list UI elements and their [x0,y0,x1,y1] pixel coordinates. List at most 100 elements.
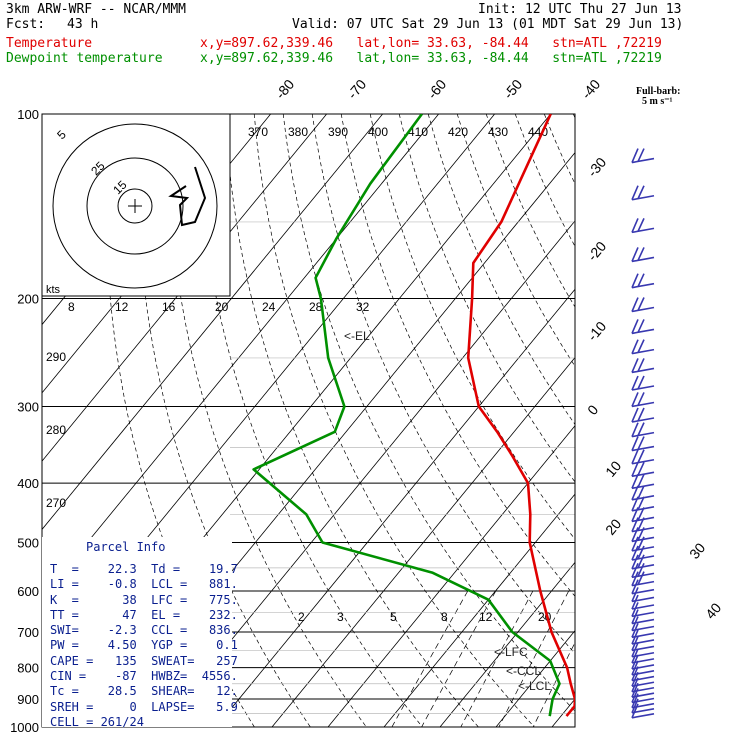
isotherm-label: -30 [584,154,609,180]
wind-barb [631,431,655,438]
location-temperature: x,y=897.62,339.46 lat,lon= 33.63, -84.44… [200,36,662,51]
wind-barb-flag [631,536,639,552]
mixing-ratio-label-top: 28 [309,300,323,314]
wind-barb-flag [637,485,645,500]
wind-barb-flag [631,629,639,645]
wind-barb [631,675,655,682]
hodograph-ring-outer [52,123,218,289]
isotherm-line [720,114,740,727]
wind-barb-flag [631,422,639,437]
wind-barb-flag [637,461,645,476]
isotherm-label: 10 [602,458,624,480]
wind-barb-flag [637,422,645,436]
wind-barb [631,445,655,452]
valid-time: Valid: 07 UTC Sat 29 Jun 13 (01 MDT Sat … [292,17,684,32]
isotherm-label: 30 [686,540,708,562]
isotherm-label: 40 [702,600,724,622]
dry-adiabat [572,114,575,119]
parcel-info-row: CIN = -87 HWBZ= 4556. [50,669,238,684]
dry-adiabat [718,114,740,727]
parcel-info-row: K = 38 LFC = 775. [50,592,238,607]
wind-barb-flag [631,677,639,693]
wind-barb-flag [637,407,645,422]
dewpoint-profile [252,114,561,717]
wind-barb-flag [631,449,639,465]
wind-barb [631,417,655,423]
wind-barb-flag [637,297,645,311]
mixing-ratio-line [460,590,534,727]
annotation-lcl: <-LCL [518,679,551,693]
parcel-info-rows: T = 22.3 Td = 19.7 LI = -0.8 LCL = 881. K … [50,562,238,730]
wind-barb-flag [631,594,639,610]
wind-barb-flag [637,392,645,406]
isotherm-line [215,288,575,727]
parcel-info-title: Parcel Info [86,540,166,554]
wind-barb-flag [631,436,639,451]
mixing-ratio-label-bottom: 5 [390,610,397,624]
model-title: 3km ARW-WRF -- NCAR/MMM [6,2,187,17]
wind-barb-flag [637,185,645,200]
wind-barb-flag [631,297,639,312]
parcel-info-row: PW = 4.50 YGP = 0.1 [50,638,238,653]
mixing-ratio-label-top: 16 [162,300,176,314]
mixing-ratio-label-bottom: 12 [479,610,493,624]
pressure-label: 200 [17,292,39,307]
wind-barb-flag [631,462,639,477]
temperature-profile [466,114,575,717]
wind-barb-flag [637,571,645,585]
wind-barb [631,328,655,335]
annotation-ccl: <-CCL [506,664,541,678]
isotherm-line [495,630,575,727]
wind-barb-flag [631,319,639,334]
wind-barb-flag [631,148,639,163]
isotherm-label: -80 [272,76,297,102]
sounding-profiles [252,114,575,717]
mixing-ratio-line [498,590,570,727]
wind-barb [631,157,655,164]
wind-barb-flag [631,218,639,233]
dry-adiabat [689,114,740,727]
theta-label: 390 [328,125,348,139]
wind-barb-flag [631,698,639,714]
wind-barb-flag [637,375,645,390]
wind-barb [631,681,655,688]
wind-barbs [631,148,655,719]
theta-label: 410 [408,125,428,139]
pressure-label: 800 [17,661,39,676]
isotherm-label: 0 [584,402,601,418]
wind-barb-flag [631,587,639,602]
wind-barb-flag [631,682,639,698]
mixing-ratio-line [421,590,497,727]
wind-barb-flag [631,571,639,586]
wind-barb [631,713,655,719]
isotherm-line [42,114,439,599]
wind-barb-flag [631,636,639,651]
wind-barb-flag [637,247,645,261]
wind-barb-flag [631,654,639,670]
wind-barb-flag [631,671,639,687]
wind-barb-flag [631,703,639,719]
parcel-info-panel: Parcel Info T = 22.3 Td = 19.7 LI = -0.8 … [46,540,238,729]
wind-barb-flag [631,545,639,561]
mixing-ratio-label-bottom: 2 [298,610,305,624]
hodograph-trace [168,166,207,227]
isotherm-label: -20 [584,238,609,264]
mixing-ratio-label-top: 20 [215,300,229,314]
isotherm-label: -60 [424,76,449,102]
wind-barb [631,458,655,465]
wind-barb [631,707,655,714]
isotherm-line [42,114,327,462]
wind-barb [631,194,655,201]
theta-label: 400 [368,125,388,139]
pressure-label: 1000 [10,720,39,735]
dry-adiabat [398,114,575,483]
parcel-info-row: LI = -0.8 LCL = 881. [50,577,238,592]
location-dewpoint: x,y=897.62,339.46 lat,lon= 33.63, -84.44… [200,51,662,66]
dry-adiabat-label: 290 [46,350,66,364]
annotation-lfc: <-LFC [494,645,528,659]
dry-adiabat [602,114,740,727]
dry-adiabat [282,114,575,712]
isotherm-label: -10 [584,318,609,344]
pressure-label: 100 [17,107,39,122]
